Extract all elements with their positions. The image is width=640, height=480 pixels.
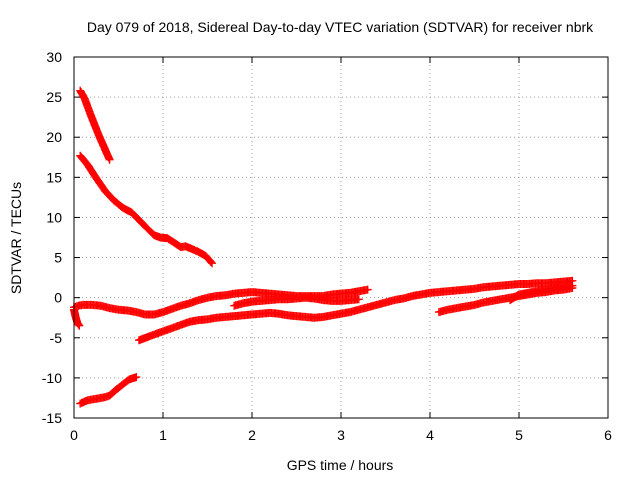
x-tick-label: 0 xyxy=(70,427,78,443)
series-markers xyxy=(230,293,363,310)
y-axis-label: SDTVAR / TECUs xyxy=(8,182,24,294)
series-layer xyxy=(70,86,577,408)
x-tick-label: 5 xyxy=(515,427,523,443)
y-tick-label: -15 xyxy=(42,410,62,426)
y-tick-label: -10 xyxy=(42,370,62,386)
grid-layer xyxy=(74,57,608,418)
y-tick-label: 25 xyxy=(46,89,62,105)
series-arc-2 xyxy=(76,151,216,268)
series-markers xyxy=(76,151,216,268)
y-tick-label: 10 xyxy=(46,209,62,225)
y-tick-label: -5 xyxy=(50,330,63,346)
x-tick-label: 1 xyxy=(159,427,167,443)
y-tick-label: 5 xyxy=(54,250,62,266)
y-tick-label: 15 xyxy=(46,169,62,185)
series-arc-4 xyxy=(70,305,84,330)
series-arc-5 xyxy=(76,373,141,408)
series-markers xyxy=(135,276,577,345)
chart-title: Day 079 of 2018, Sidereal Day-to-day VTE… xyxy=(87,19,594,35)
y-tick-label: 0 xyxy=(54,290,62,306)
x-tick-label: 3 xyxy=(337,427,345,443)
ticks-layer: 0 1 2 3 4 5 6 -15 -10 -5 0 5 10 15 20 25 30 xyxy=(42,49,612,443)
plot-frame xyxy=(73,56,609,419)
series-markers xyxy=(506,281,577,305)
x-tick-label: 4 xyxy=(426,427,434,443)
series-arc-9 xyxy=(506,281,577,305)
x-tick-label: 2 xyxy=(248,427,256,443)
series-arc-1 xyxy=(76,86,114,164)
series-markers xyxy=(76,86,114,164)
series-arc-7 xyxy=(230,293,363,310)
series-markers xyxy=(76,373,141,408)
x-tick-label: 6 xyxy=(604,427,612,443)
series-markers xyxy=(70,305,84,330)
series-arc-6 xyxy=(135,276,577,345)
y-tick-label: 20 xyxy=(46,129,62,145)
y-tick-label: 30 xyxy=(46,49,62,65)
x-axis-label: GPS time / hours xyxy=(287,457,394,473)
